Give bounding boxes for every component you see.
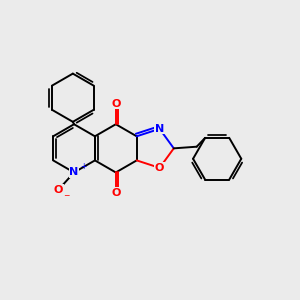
Text: O: O (111, 188, 121, 198)
Text: O: O (111, 99, 121, 109)
Text: +: + (80, 162, 86, 171)
Text: N: N (69, 167, 79, 178)
Text: N: N (155, 124, 164, 134)
Text: −: − (63, 191, 70, 200)
Text: O: O (155, 163, 164, 173)
Text: O: O (54, 185, 63, 195)
